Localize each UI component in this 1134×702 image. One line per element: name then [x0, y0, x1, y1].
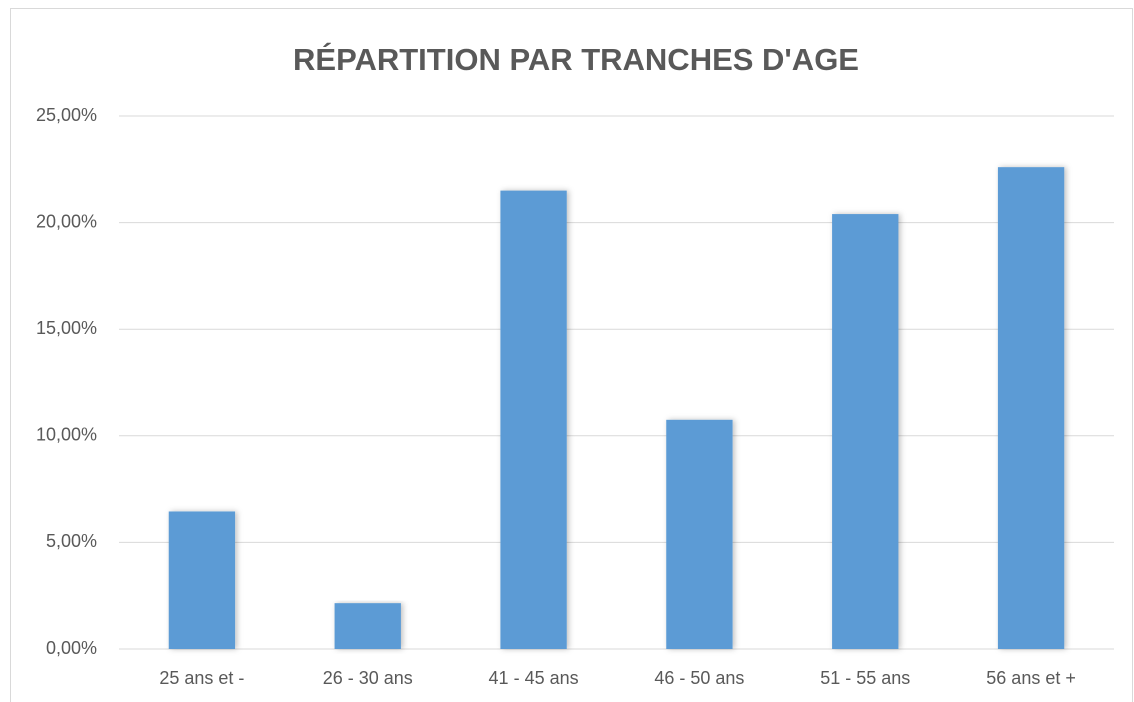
y-tick-label: 5,00% — [46, 531, 97, 551]
y-tick-label: 20,00% — [36, 211, 97, 231]
bar — [334, 603, 401, 649]
bar — [168, 511, 236, 649]
x-tick-label: 41 - 45 ans — [489, 668, 579, 688]
x-tick-label: 46 - 50 ans — [654, 668, 744, 688]
y-tick-label: 0,00% — [46, 638, 97, 658]
bar — [666, 419, 733, 649]
y-tick-label: 25,00% — [36, 105, 97, 125]
x-tick-label: 51 - 55 ans — [820, 668, 910, 688]
y-tick-label: 15,00% — [36, 318, 97, 338]
x-tick-label: 26 - 30 ans — [323, 668, 413, 688]
bar — [997, 167, 1065, 649]
y-tick-label: 10,00% — [36, 425, 97, 445]
bar — [500, 190, 567, 649]
x-tick-label: 56 ans et + — [986, 668, 1076, 688]
x-tick-label: 25 ans et - — [159, 668, 244, 688]
bar — [832, 214, 899, 649]
chart-title: RÉPARTITION PAR TRANCHES D'AGE — [293, 42, 859, 77]
